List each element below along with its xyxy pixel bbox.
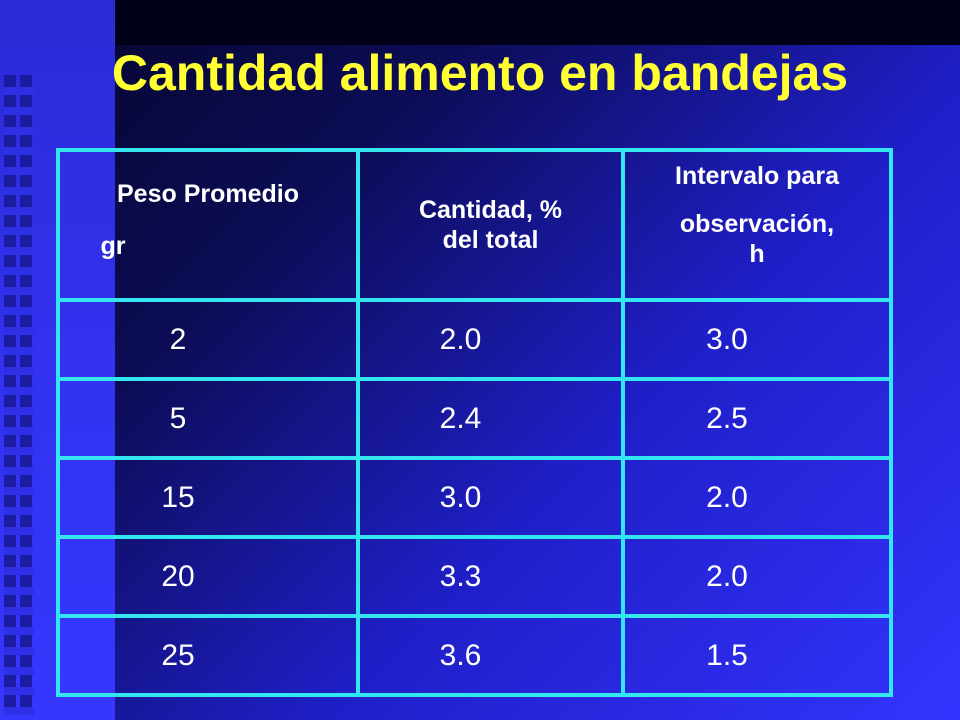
cell-value: 2.4 (439, 401, 482, 435)
slide-title: Cantidad alimento en bandejas (111, 45, 849, 101)
table-cell: 2.0 (621, 535, 893, 618)
header-cantidad: Cantidad, % del total (356, 148, 625, 302)
top-dark-band (115, 0, 960, 45)
cell-value: 3.6 (439, 638, 482, 672)
table-cell: 2.4 (356, 377, 625, 460)
table-row: 25 3.6 1.5 (56, 614, 893, 697)
table-row: 5 2.4 2.5 (56, 377, 893, 460)
cell-value: 2.0 (706, 480, 748, 514)
cell-value: 25 (161, 638, 195, 672)
table-cell: 3.3 (356, 535, 625, 618)
table-cell: 2 (56, 298, 360, 381)
table-cell: 2.0 (356, 298, 625, 381)
table-cell: 2.0 (621, 456, 893, 539)
header-line: Peso Promedio (117, 180, 299, 208)
header-line: Intervalo para (675, 162, 839, 190)
header-line: gr (100, 232, 126, 260)
cell-value: 3.0 (706, 322, 748, 356)
header-line: observación, (679, 210, 835, 238)
table-cell: 3.0 (621, 298, 893, 381)
decorative-squares-mask (4, 75, 34, 715)
header-row: Peso Promedio gr Cantidad, % del total I… (56, 148, 893, 302)
cell-value: 3.0 (439, 480, 482, 514)
table-cell: 5 (56, 377, 360, 460)
cell-value: 2.0 (439, 322, 482, 356)
header-peso-promedio: Peso Promedio gr (56, 148, 360, 302)
cell-value: 2 (169, 322, 187, 356)
table-cell: 3.0 (356, 456, 625, 539)
data-table: Peso Promedio gr Cantidad, % del total I… (56, 148, 893, 697)
table-row: 20 3.3 2.0 (56, 535, 893, 618)
table-cell: 3.6 (356, 614, 625, 697)
table-cell: 25 (56, 614, 360, 697)
cell-value: 5 (169, 401, 187, 435)
header-line: del total (442, 226, 539, 254)
cell-value: 2.5 (706, 401, 748, 435)
table-row: 15 3.0 2.0 (56, 456, 893, 539)
header-intervalo: Intervalo para observación, h (621, 148, 893, 302)
table-cell: 1.5 (621, 614, 893, 697)
cell-value: 3.3 (439, 559, 482, 593)
table-cell: 20 (56, 535, 360, 618)
cell-value: 15 (161, 480, 195, 514)
cell-value: 1.5 (706, 638, 748, 672)
table-row: 2 2.0 3.0 (56, 298, 893, 381)
table-cell: 15 (56, 456, 360, 539)
table-cell: 2.5 (621, 377, 893, 460)
header-line: h (749, 240, 765, 268)
header-line: Cantidad, % (418, 196, 563, 224)
cell-value: 20 (161, 559, 195, 593)
cell-value: 2.0 (706, 559, 748, 593)
